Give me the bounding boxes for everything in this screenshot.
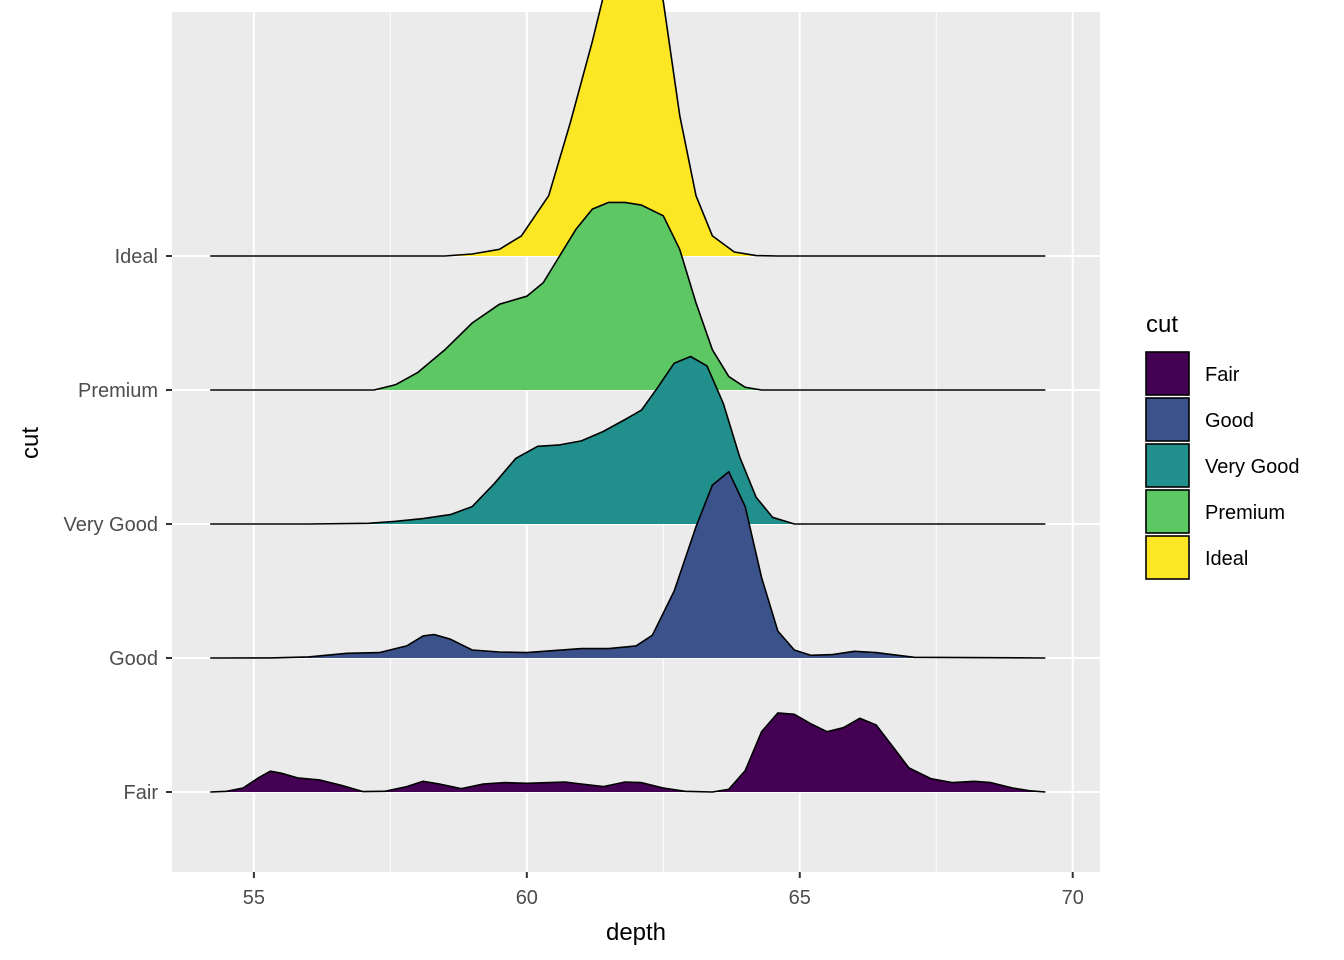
legend-label-fair: Fair [1205,364,1240,386]
y-tick-label-good: Good [109,648,158,670]
legend-label-ideal: Ideal [1205,548,1248,570]
legend-key-premium [1145,489,1190,534]
ridge-outline-fair [210,712,1046,793]
ridge-fill-premium [210,202,1046,390]
y-tick-label-premium: Premium [78,380,158,402]
y-tick-label-very-good: Very Good [63,514,158,536]
x-axis-title: depth [606,919,666,946]
y-axis-title: cut [17,427,44,459]
y-axis: Fair Good Very Good Premium Ideal [63,246,172,804]
ridge-fill-fair [210,712,1046,792]
x-tick-label-65: 65 [789,887,811,909]
x-axis: 55 60 65 70 [243,872,1084,909]
ridge-outline-premium [210,201,1046,391]
ridge-outline-ideal [210,0,1046,257]
legend-label-good: Good [1205,410,1254,432]
ridges [210,0,1046,793]
x-tick-label-70: 70 [1062,887,1084,909]
ridge-outline-very-good [210,355,1046,525]
legend-key-good [1145,397,1190,442]
legend-label-premium: Premium [1205,502,1285,524]
legend-label-very-good: Very Good [1205,456,1300,478]
legend-key-very-good [1145,443,1190,488]
legend-key-fair [1145,351,1190,396]
ridge-outline-good [210,470,1046,659]
legend: cut Fair Good Very Good Premium Ideal [1145,311,1300,580]
legend-key-ideal [1145,535,1190,580]
y-tick-label-ideal: Ideal [115,246,158,268]
y-tick-label-fair: Fair [124,782,159,804]
legend-title: cut [1146,311,1178,338]
x-tick-label-55: 55 [243,887,265,909]
ridge-fill-ideal [210,0,1046,256]
x-tick-label-60: 60 [516,887,538,909]
ridge-fill-very-good [210,356,1046,524]
